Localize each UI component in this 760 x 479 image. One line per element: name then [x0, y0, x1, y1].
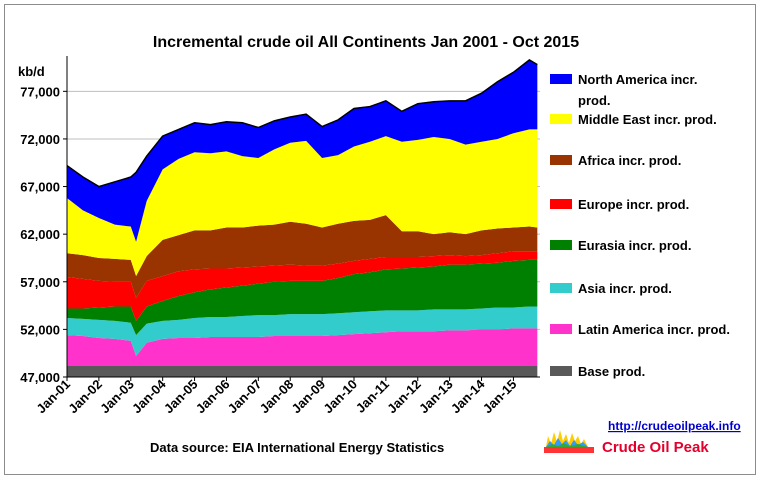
brand-name: Crude Oil Peak: [602, 439, 709, 456]
x-tick-label: Jan-05: [161, 377, 201, 417]
legend: North America incr. prod. Middle East incr…: [550, 72, 730, 379]
legend-entry: North America incr. prod.: [578, 72, 697, 108]
area-base-prod: [67, 365, 538, 377]
area-africa-incr-prod: [67, 215, 538, 298]
area-middle-east-incr-prod: [67, 129, 538, 277]
area-north-america-incr-prod: [67, 59, 538, 242]
x-tick-label: Jan-08: [257, 377, 297, 417]
stacked-areas: [66, 58, 538, 377]
legend-swatch: [550, 74, 572, 84]
area-latin-america-incr-prod: [67, 328, 538, 366]
legend-swatch: [550, 114, 572, 124]
y-tick-label: 77,000: [20, 84, 60, 99]
x-tick-label: Jan-06: [193, 377, 233, 417]
legend-entry: Middle East incr. prod.: [578, 112, 717, 127]
website-link[interactable]: http://crudeoilpeak.info: [608, 419, 741, 433]
x-tick-labels: Jan-01Jan-02Jan-03Jan-04Jan-05Jan-06Jan-…: [33, 376, 519, 416]
legend-swatch: [550, 155, 572, 165]
crude-oil-peak-logo: [544, 430, 594, 453]
chart-title: Incremental crude oil All Continents Jan…: [153, 34, 579, 51]
legend-entry: Asia incr. prod.: [578, 281, 672, 296]
x-tick-label: Jan-03: [97, 377, 137, 417]
x-tick-label: Jan-15: [480, 377, 520, 417]
y-tick-label: 52,000: [20, 322, 60, 337]
y-tick-labels: 47,000 52,000 57,000 62,000 67,000 72,000 77,0…: [20, 84, 67, 385]
legend-entry: Latin America incr. prod.: [578, 322, 730, 337]
x-tick-label: Jan-04: [129, 376, 169, 416]
legend-swatch: [550, 366, 572, 376]
legend-entry: Africa incr. prod.: [578, 153, 681, 168]
y-axis-label: kb/d: [18, 64, 45, 79]
legend-entry: Europe incr. prod.: [578, 197, 689, 212]
x-tick-label: Jan-07: [225, 377, 265, 417]
area-eurasia-incr-prod: [67, 259, 538, 336]
area-asia-incr-prod: [67, 306, 538, 357]
legend-swatch: [550, 283, 572, 293]
x-tick-label: Jan-13: [416, 377, 456, 417]
area-europe-incr-prod: [67, 251, 538, 321]
x-tick-label: Jan-11: [353, 377, 392, 416]
legend-entry: Base prod.: [578, 364, 645, 379]
y-tick-label: 47,000: [20, 370, 60, 385]
top-outline: [66, 58, 538, 188]
legend-entry: Eurasia incr. prod.: [578, 238, 691, 253]
legend-swatch: [550, 199, 572, 209]
x-tick-label: Jan-09: [288, 377, 328, 417]
x-tick-label: Jan-10: [320, 377, 360, 417]
axes: [66, 56, 540, 378]
y-tick-label: 72,000: [20, 132, 60, 147]
y-tick-label: 62,000: [20, 227, 60, 242]
data-source-note: Data source: EIA International Energy St…: [150, 440, 444, 455]
legend-swatch: [550, 324, 572, 334]
legend-swatch: [550, 240, 572, 250]
x-tick-label: Jan-12: [384, 377, 424, 417]
y-tick-label: 67,000: [20, 180, 60, 195]
x-tick-label: Jan-02: [65, 377, 105, 417]
y-tick-label: 57,000: [20, 275, 60, 290]
x-tick-label: Jan-14: [448, 376, 488, 416]
